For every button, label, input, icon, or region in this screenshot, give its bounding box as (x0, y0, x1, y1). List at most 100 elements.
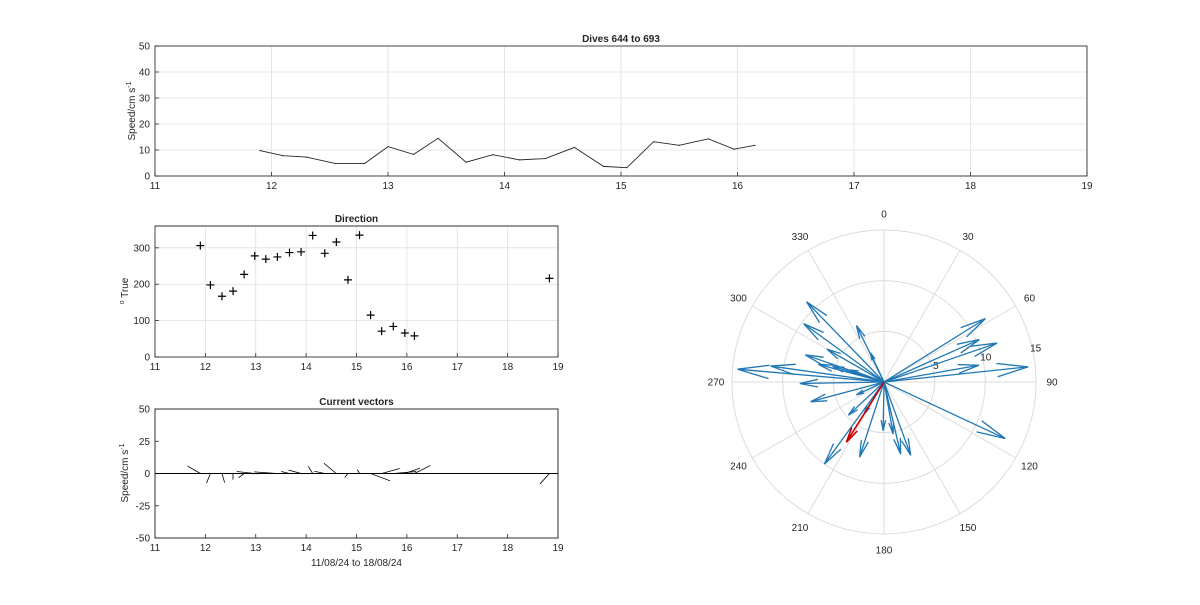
compass-arrow-head (893, 437, 902, 455)
x-tick-label: 12 (266, 181, 278, 192)
speed-data-point (364, 162, 366, 165)
compass-arrow-head (888, 422, 895, 435)
x-tick-label: 18 (502, 543, 514, 554)
compass-arrow-head (737, 364, 770, 380)
compass-arrow-head (960, 318, 986, 338)
compass-arrow-head (803, 323, 824, 341)
compass-arrow-shaft (810, 381, 885, 403)
y-tick-label: 40 (139, 68, 151, 79)
compass-arrow-head (858, 439, 869, 458)
compass-arrow-shaft (803, 323, 885, 383)
speed-data-point (519, 159, 521, 161)
x-tick-label: 11 (150, 181, 161, 192)
compass-arrow-head (856, 389, 865, 396)
compass-arrow (810, 381, 885, 403)
compass-arrow-head (850, 369, 859, 375)
direction-point-marker (206, 280, 215, 289)
current-vector-stick (236, 471, 255, 474)
direction-point-marker (343, 275, 352, 284)
compass-arrow-shaft (883, 381, 912, 456)
polar-angle-label: 300 (730, 294, 747, 305)
polar-angle-label: 240 (730, 462, 747, 473)
current-vector-stick (393, 471, 417, 474)
speed-data-point (602, 165, 605, 167)
compass-arrow (880, 381, 887, 431)
polar-spoke (883, 250, 961, 383)
speed-data-point (754, 144, 756, 146)
compass-arrow-head (869, 352, 876, 361)
polar-radial-label: 5 (933, 361, 939, 372)
direction-point-marker (400, 328, 409, 337)
current-vector-stick (206, 473, 211, 484)
y-tick-label: 20 (139, 120, 151, 131)
y-axis-label: Speed/cm s-1 (126, 81, 138, 140)
direction-point-marker (217, 292, 226, 301)
x-axis-label: 11/08/24 to 18/08/24 (311, 558, 402, 569)
x-tick-label: 13 (382, 181, 394, 192)
compass-arrow (737, 364, 885, 383)
direction-point-marker (389, 322, 398, 331)
polar-angle-label: 150 (960, 523, 977, 534)
compass-arrow (847, 381, 885, 416)
compass-arrow-head (826, 348, 841, 360)
y-tick-label: 30 (139, 94, 151, 105)
compass-arrow-head (970, 342, 998, 358)
compass-arrow (883, 381, 912, 456)
compass-arrow-head (976, 420, 1006, 440)
x-tick-label: 15 (351, 543, 363, 554)
compass-arrow-head (818, 363, 834, 372)
speed-data-point (626, 167, 628, 169)
compass-arrow-head (956, 338, 980, 354)
axes-title: Dives 644 to 693 (582, 34, 660, 45)
x-tick-label: 19 (552, 362, 564, 373)
polar-angle-label: 270 (708, 378, 725, 389)
compass-arrow (818, 363, 885, 383)
compass-arrow (799, 378, 885, 388)
compass-arrow-shaft (883, 366, 1029, 383)
compass-arrow (770, 363, 885, 383)
current-vector-stick (254, 471, 278, 474)
compass-arrow-shaft (883, 318, 986, 383)
polar-spoke (752, 381, 885, 459)
compass-arrow (883, 338, 980, 383)
direction-point-marker (377, 327, 386, 336)
direction-point-marker (320, 249, 329, 258)
y-tick-label: 50 (139, 42, 151, 53)
direction-point-marker (355, 231, 364, 240)
current-vectors-plot: 11 12 13 14 15 16 17 18 19 -50 -25 0 25 50 Current vec… (119, 397, 564, 569)
polar-spoke (883, 381, 961, 514)
compass-mean-arrow-head (845, 427, 858, 443)
y-tick-label: 200 (133, 280, 150, 291)
speed-data-point (707, 138, 709, 140)
x-tick-label: 14 (301, 543, 313, 554)
axes-title: Direction (335, 214, 378, 225)
compass-arrow (883, 363, 980, 383)
y-tick-label: 0 (144, 353, 150, 364)
y-tick-label: 0 (144, 469, 150, 480)
speed-data-point (282, 155, 284, 157)
current-vector-stick (414, 465, 431, 474)
polar-angle-label: 30 (962, 232, 974, 243)
x-tick-label: 11 (150, 543, 161, 554)
y-tick-label: 50 (139, 405, 151, 416)
x-tick-label: 16 (732, 181, 744, 192)
current-vector-stick (221, 473, 226, 483)
polar-angle-label: 0 (881, 210, 887, 221)
x-tick-label: 13 (250, 362, 262, 373)
speed-data-point (544, 157, 546, 160)
compass-arrow (883, 362, 1029, 383)
y-tick-label: 25 (139, 437, 151, 448)
compass-arrow (803, 323, 885, 383)
compass-arrow (883, 381, 1006, 440)
polar-radial-label: 10 (980, 352, 992, 363)
speed-data-point (492, 154, 494, 156)
polar-angle-label: 180 (876, 546, 893, 557)
current-vector-stick (344, 473, 349, 478)
direction-scatter-plot: 11 12 13 14 15 16 17 18 19 0 100 200 300 Direction o T… (119, 214, 564, 373)
x-tick-label: 16 (401, 543, 413, 554)
compass-arrow (883, 318, 986, 383)
speed-data-point (733, 148, 735, 150)
compass-arrow-head (880, 420, 887, 431)
compass-arrow-shaft (826, 348, 885, 383)
